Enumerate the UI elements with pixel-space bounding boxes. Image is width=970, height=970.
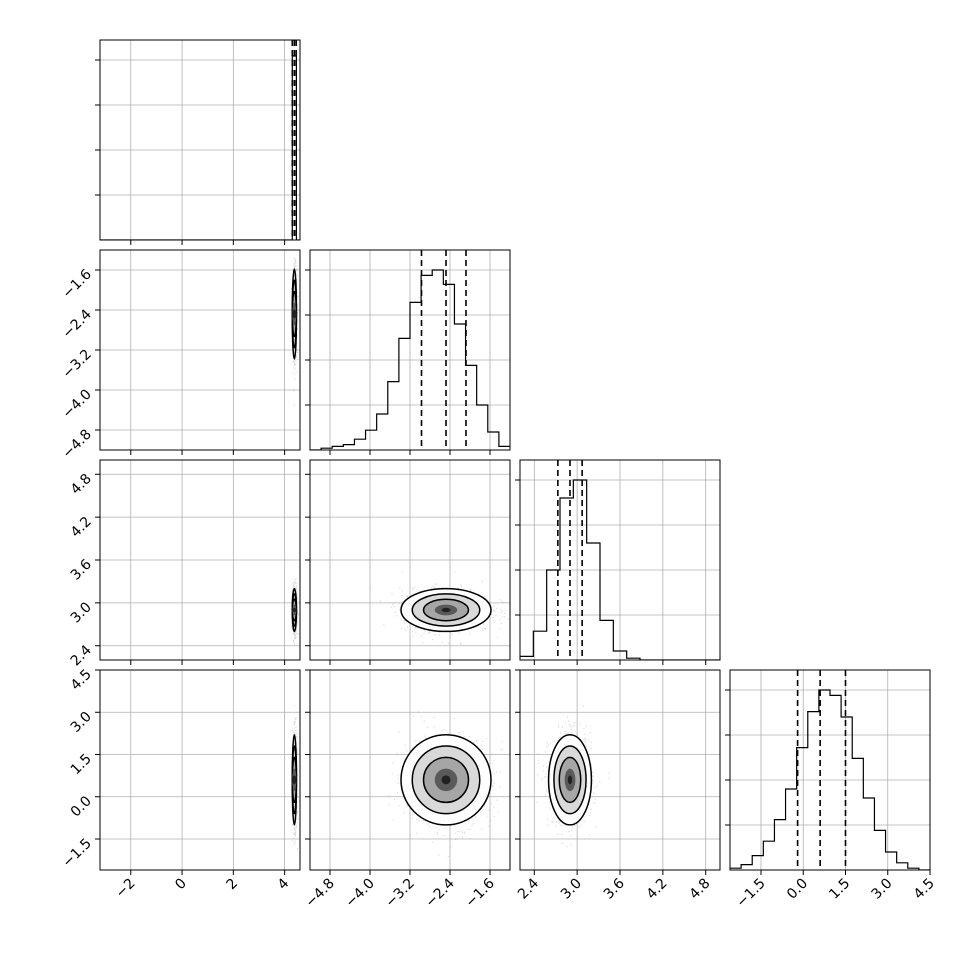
x-tick-label: 2.4 (515, 875, 542, 902)
x-tick-label: 2 (224, 876, 242, 894)
axes-frame (99, 39, 301, 241)
x-tick-label: 3.0 (869, 876, 896, 903)
x-tick-label: 4.8 (686, 876, 713, 903)
scatter-panel-3-1: −4.8 −4.0 −3.2 −2.4 −1.6 (302, 669, 511, 911)
x-tick-label: 4 (275, 875, 293, 893)
y-tick-label: −4.8 (59, 427, 94, 462)
x-tick-label: 0.0 (784, 876, 811, 903)
hist-panel-3: −1.5 0.0 1.5 3.0 4.5 (725, 669, 938, 911)
x-tick-label: −4.8 (302, 876, 337, 911)
scatter-panel-2-0: 2.4 3.0 3.6 4.2 4.8 (68, 459, 301, 669)
density-contour (441, 775, 451, 785)
hist-step (100, 55, 300, 240)
hist-panel-0 (95, 39, 301, 245)
scatter-panel-3-0: −2 0 2 4 −1.5 0.0 1.5 3.0 4.5 (59, 667, 301, 902)
y-tick-label: −3.2 (59, 347, 94, 382)
x-tick-label: −3.2 (382, 876, 417, 911)
y-tick-label: 4.8 (68, 471, 95, 498)
density-contour (441, 607, 451, 613)
y-tick-label: −4.0 (59, 387, 94, 422)
hist-step (730, 689, 930, 870)
axes-frame (729, 669, 931, 871)
y-tick-label: 3.0 (68, 599, 95, 626)
scatter-panel-3-2: 2.4 3.0 3.6 4.2 4.8 (515, 669, 721, 903)
y-tick-label: 3.0 (68, 709, 95, 736)
y-tick-label: 4.2 (68, 514, 95, 541)
scatter-panel-2-1 (305, 459, 511, 665)
y-tick-label: 4.5 (68, 667, 95, 694)
y-tick-label: −1.5 (59, 836, 94, 871)
density-contour (292, 607, 297, 613)
axes-frame (99, 669, 301, 871)
scatter-panel-1-0: −4.8 −4.0 −3.2 −2.4 −1.6 (59, 249, 301, 462)
density-contour (567, 775, 573, 785)
y-tick-label: 3.6 (68, 556, 95, 583)
y-tick-label: 0.0 (68, 793, 95, 820)
hist-panel-1 (305, 249, 511, 455)
hist-step (310, 269, 510, 450)
hist-panel-2 (515, 459, 721, 665)
x-tick-label: 3.6 (601, 875, 628, 902)
hist-step (520, 479, 720, 660)
x-tick-label: −1.6 (462, 875, 497, 910)
y-tick-label: 2.4 (68, 642, 95, 669)
x-tick-label: 4.2 (644, 876, 671, 903)
x-tick-label: 3.0 (558, 876, 585, 903)
x-tick-label: 0 (172, 876, 190, 894)
x-tick-label: 1.5 (826, 876, 853, 903)
x-tick-label: −2.4 (422, 875, 457, 910)
x-tick-label: 4.5 (911, 876, 938, 903)
x-tick-label: −2 (113, 876, 139, 902)
y-tick-label: −2.4 (59, 306, 94, 341)
density-contour (292, 309, 297, 319)
x-tick-label: −4.0 (342, 876, 377, 911)
x-tick-label: −1.5 (733, 876, 768, 911)
y-tick-label: 1.5 (68, 751, 95, 778)
density-contour (292, 775, 297, 785)
y-tick-label: −1.6 (59, 266, 94, 301)
